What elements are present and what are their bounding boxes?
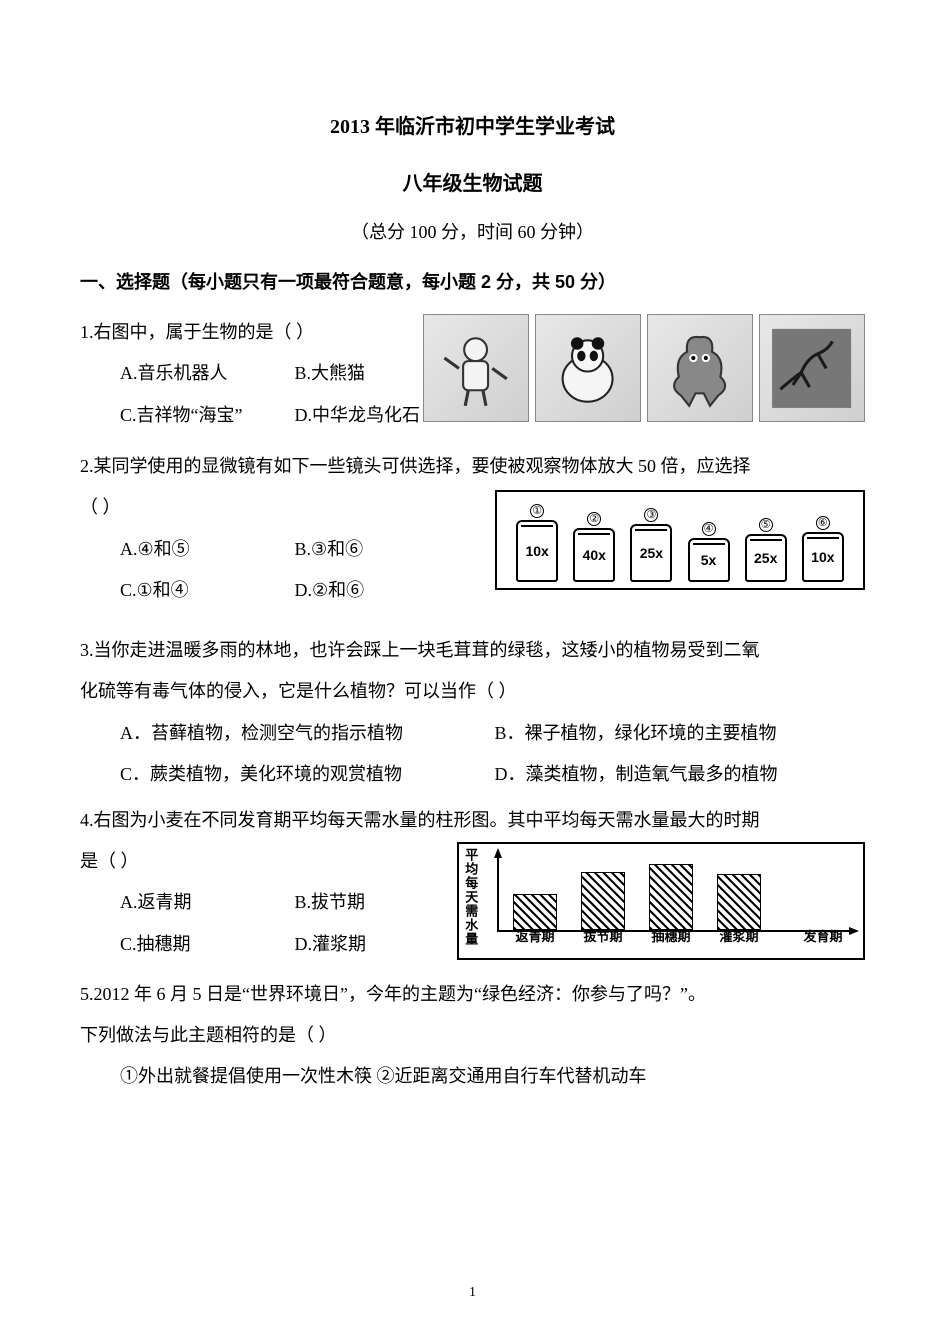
- exam-subtitle: 八年级生物试题: [80, 167, 865, 196]
- mascot-icon: [658, 326, 741, 411]
- q3-line2: 化硫等有毒气体的侵入，它是什么植物？可以当作（ ）: [80, 671, 865, 712]
- q4-option-d: D.灌浆期: [295, 924, 465, 965]
- q2-stem-line1: 2.某同学使用的显微镜有如下一些镜头可供选择，要使被观察物体放大 50 倍，应选…: [80, 446, 865, 487]
- score-time: （总分 100 分，时间 60 分钟）: [80, 218, 865, 244]
- lens-magnification: 5x: [701, 544, 717, 576]
- lens-magnification: 10x: [811, 541, 834, 573]
- chart-y-axis: [497, 850, 499, 932]
- q1-image-strip: [423, 314, 865, 422]
- chart-y-label: 平均每天需水量: [463, 848, 477, 946]
- chart-x-tick-label: 返青期: [507, 922, 563, 952]
- lens-number: ⑤: [759, 518, 773, 532]
- q3-option-b: B．裸子植物，绿化环境的主要植物: [495, 723, 777, 743]
- q2-option-a: A.④和⑤: [120, 529, 290, 570]
- chart-x-axis-label: 发育期: [795, 922, 851, 952]
- lens-column: ③ 25x: [630, 508, 672, 582]
- q5-line2: 下列做法与此主题相符的是（ ）: [80, 1015, 865, 1056]
- lens-body: 25x: [630, 524, 672, 582]
- question-3: 3.当你走进温暖多雨的林地，也许会踩上一块毛茸茸的绿毯，这矮小的植物易受到二氧 …: [80, 630, 865, 796]
- q5-options-line1: ①外出就餐提倡使用一次性木筷 ②近距离交通用自行车代替机动车: [120, 1066, 647, 1086]
- q2-option-b: B.③和⑥: [295, 529, 465, 570]
- q4-option-a: A.返青期: [120, 882, 290, 923]
- q4-option-c: C.抽穗期: [120, 924, 290, 965]
- lens-magnification: 25x: [640, 537, 663, 569]
- q5-line1: 5.2012 年 6 月 5 日是“世界环境日”，今年的主题为“绿色经济：你参与…: [80, 974, 865, 1015]
- q4-line1: 4.右图为小麦在不同发育期平均每天需水量的柱形图。其中平均每天需水量最大的时期: [80, 800, 865, 841]
- question-1: 1.右图中，属于生物的是（ ） A.音乐机器人 B.大熊猫 C.吉祥物“海宝” …: [80, 312, 865, 442]
- panda-icon: [546, 326, 629, 411]
- q1-image-panda: [535, 314, 641, 422]
- q3-option-d: D．藻类植物，制造氧气最多的植物: [495, 764, 778, 784]
- q2-lens-diagram: ① 10x ② 40x ③ 25x ④ 5x ⑤ 25x ⑥ 10x: [495, 490, 865, 590]
- q1-option-c: C.吉祥物“海宝”: [120, 395, 290, 436]
- page-number: 1: [0, 1285, 945, 1301]
- lens-body: 40x: [573, 528, 615, 582]
- lens-column: ⑥ 10x: [802, 516, 844, 582]
- lens-body: 10x: [802, 532, 844, 582]
- lens-number: ④: [702, 522, 716, 536]
- lens-magnification: 10x: [525, 535, 548, 567]
- q3-option-a: A．苔藓植物，检测空气的指示植物: [120, 713, 490, 754]
- q2-option-c: C.①和④: [120, 570, 290, 611]
- question-5: 5.2012 年 6 月 5 日是“世界环境日”，今年的主题为“绿色经济：你参与…: [80, 974, 865, 1098]
- lens-body: 10x: [516, 520, 558, 582]
- q1-option-a: A.音乐机器人: [120, 353, 290, 394]
- lens-number: ⑥: [816, 516, 830, 530]
- chart-x-tick-label: 拔节期: [575, 922, 631, 952]
- lens-number: ①: [530, 504, 544, 518]
- robot-icon: [434, 326, 517, 411]
- q1-image-haibao: [647, 314, 753, 422]
- lens-column: ④ 5x: [688, 522, 730, 582]
- question-2: 2.某同学使用的显微镜有如下一些镜头可供选择，要使被观察物体放大 50 倍，应选…: [80, 446, 865, 626]
- q3-line1: 3.当你走进温暖多雨的林地，也许会踩上一块毛茸茸的绿毯，这矮小的植物易受到二氧: [80, 630, 865, 671]
- q3-option-c: C．蕨类植物，美化环境的观赏植物: [120, 754, 490, 795]
- fossil-icon: [770, 326, 853, 411]
- chart-x-tick-label: 抽穗期: [643, 922, 699, 952]
- chart-x-tick-label: 灌浆期: [711, 922, 767, 952]
- q4-bar-chart: 平均每天需水量 返青期拔节期抽穗期灌浆期发育期: [457, 842, 865, 960]
- lens-column: ② 40x: [573, 512, 615, 582]
- lens-magnification: 25x: [754, 542, 777, 574]
- lens-number: ②: [587, 512, 601, 526]
- q1-image-robot: [423, 314, 529, 422]
- lens-column: ① 10x: [516, 504, 558, 582]
- lens-number: ③: [644, 508, 658, 522]
- q4-option-b: B.拔节期: [295, 882, 465, 923]
- q1-image-fossil: [759, 314, 865, 422]
- lens-magnification: 40x: [583, 539, 606, 571]
- lens-column: ⑤ 25x: [745, 518, 787, 582]
- section-1-heading: 一、选择题（每小题只有一项最符合题意，每小题 2 分，共 50 分）: [80, 268, 865, 294]
- q2-option-d: D.②和⑥: [295, 570, 465, 611]
- lens-body: 25x: [745, 534, 787, 582]
- exam-title: 2013 年临沂市初中学生学业考试: [80, 110, 865, 139]
- lens-body: 5x: [688, 538, 730, 582]
- question-4: 4.右图为小麦在不同发育期平均每天需水量的柱形图。其中平均每天需水量最大的时期 …: [80, 800, 865, 970]
- chart-bar: [649, 864, 693, 930]
